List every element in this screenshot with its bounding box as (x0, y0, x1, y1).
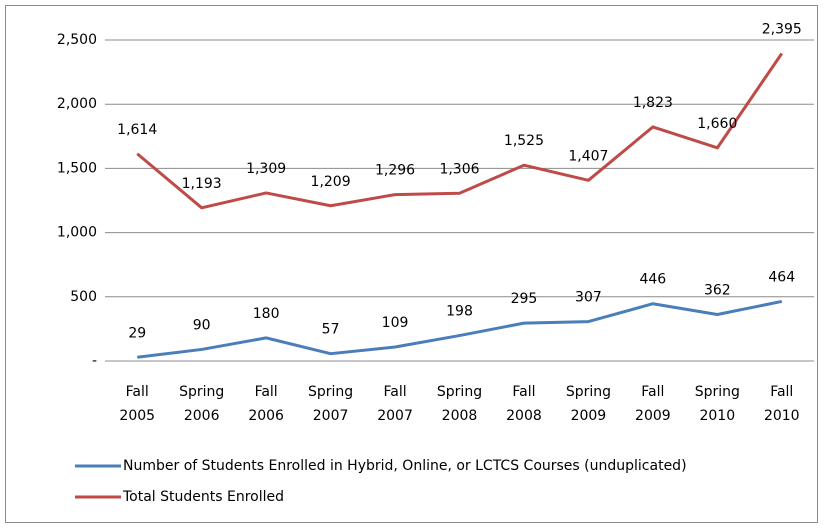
x-tick-label-line: Spring (308, 384, 353, 400)
data-label: 1,193 (182, 176, 222, 192)
series-line (136, 52, 784, 210)
x-tick-label-line: 2010 (764, 408, 800, 424)
data-label: 2,395 (762, 21, 802, 37)
data-label: 90 (193, 317, 211, 333)
x-tick-label-line: Spring (566, 384, 611, 400)
data-label: 295 (511, 291, 538, 307)
x-tick-label-line: 2006 (184, 408, 220, 424)
x-tick-label-line: 2008 (442, 408, 478, 424)
y-tick-label: 1,500 (57, 160, 97, 176)
data-label: 1,823 (633, 95, 673, 111)
data-label: 198 (446, 304, 473, 320)
x-tick-label-line: Fall (383, 384, 406, 400)
x-tick-label-line: Spring (437, 384, 482, 400)
x-tick-label: Spring 2006 (179, 384, 224, 424)
y-tick-label: 500 (70, 289, 97, 305)
legend-label: Number of Students Enrolled in Hybrid, O… (123, 458, 687, 474)
data-label: 464 (768, 269, 795, 285)
x-tick-label-line: 2009 (635, 408, 671, 424)
x-tick-label-line: Fall (255, 384, 278, 400)
x-tick-label-line: 2009 (571, 408, 607, 424)
x-tick-label-line: Fall (512, 384, 535, 400)
x-tick-label-line: 2008 (506, 408, 542, 424)
legend-label: Total Students Enrolled (122, 489, 284, 505)
data-label: 1,525 (504, 133, 544, 149)
data-label: 1,614 (117, 122, 157, 138)
x-tick-label-line: Spring (695, 384, 740, 400)
data-label: 1,407 (568, 148, 608, 164)
y-tick-label: 2,000 (57, 96, 97, 112)
x-tick-label: Fall 2009 (635, 384, 671, 424)
data-label: 362 (704, 283, 731, 299)
chart-border (5, 5, 818, 523)
data-label: 29 (128, 325, 146, 341)
x-tick-label: Fall 2007 (377, 384, 413, 424)
data-label: 1,296 (375, 163, 415, 179)
data-label: 180 (253, 306, 280, 322)
y-tick-label: - (92, 353, 97, 369)
x-tick-label-line: 2010 (699, 408, 735, 424)
data-label: 1,306 (439, 161, 479, 177)
series-line (137, 299, 783, 359)
x-tick-label-line: 2006 (248, 408, 284, 424)
x-tick-label: Spring 2008 (437, 384, 482, 424)
x-tick-label: Spring 2010 (695, 384, 740, 424)
x-tick-label: Fall 2008 (506, 384, 542, 424)
x-tick-label: Fall 2010 (764, 384, 800, 424)
y-tick-label: 1,000 (57, 225, 97, 241)
x-tick-label-line: Fall (770, 384, 793, 400)
data-label: 307 (575, 290, 602, 306)
x-tick-label-line: Fall (126, 384, 149, 400)
x-tick-label: Spring 2009 (566, 384, 611, 424)
x-tick-label: Spring 2007 (308, 384, 353, 424)
x-tick-label: Fall 2005 (119, 384, 155, 424)
data-label: 57 (322, 322, 340, 338)
data-label: 1,209 (311, 174, 351, 190)
x-tick-label-line: 2007 (313, 408, 349, 424)
x-tick-label-line: Spring (179, 384, 224, 400)
data-label: 109 (382, 315, 409, 331)
data-label: 1,660 (697, 116, 737, 132)
x-tick-label-line: 2005 (119, 408, 155, 424)
data-label: 1,309 (246, 161, 286, 177)
x-tick-label: Fall 2006 (248, 384, 284, 424)
y-tick-label: 2,500 (57, 32, 97, 48)
x-tick-label-line: 2007 (377, 408, 413, 424)
x-tick-label-line: Fall (641, 384, 664, 400)
data-label: 446 (639, 272, 666, 288)
